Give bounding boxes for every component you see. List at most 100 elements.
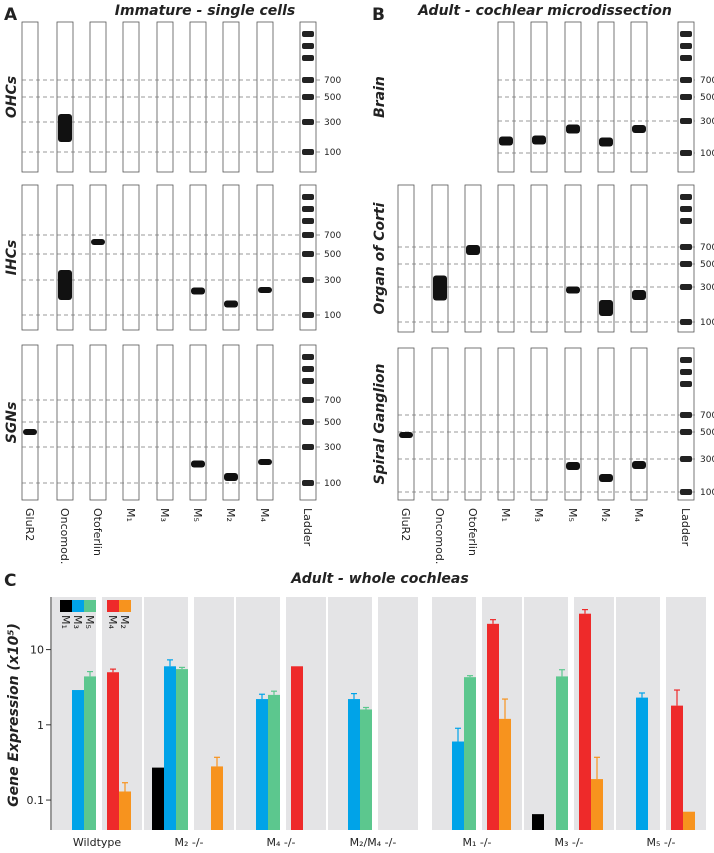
gel-lane	[56, 184, 74, 331]
lane-label: M₄	[258, 508, 271, 522]
bar	[532, 814, 544, 830]
gel-band	[566, 124, 580, 134]
ladder-size-label: 700	[324, 231, 341, 241]
gel-lane	[464, 347, 482, 501]
x-tick-label: M₂/M₄ -/-	[350, 836, 397, 849]
lane-label: M₃	[158, 508, 171, 522]
bar	[211, 766, 223, 830]
ladder-band	[680, 194, 692, 200]
ladder-size-label: 500	[324, 250, 341, 260]
gel-band	[499, 136, 513, 146]
ladder-band	[302, 55, 314, 61]
gel-band	[599, 474, 613, 482]
ladder-band	[302, 378, 314, 384]
gel-lane	[397, 347, 415, 501]
bar	[119, 791, 131, 830]
gel-lane	[222, 184, 240, 331]
gel-band	[599, 300, 613, 316]
bar	[164, 666, 176, 830]
ladder-band	[680, 357, 692, 363]
lane-label: Ladder	[679, 508, 692, 547]
ladder-size-label: 700	[700, 411, 714, 421]
ladder-band	[680, 244, 692, 250]
ladder-band	[302, 31, 314, 37]
gel-band	[191, 287, 205, 295]
gel-lane	[464, 184, 482, 333]
bar	[452, 741, 464, 830]
gel-lane	[397, 184, 415, 333]
gel-lane	[122, 184, 140, 331]
ladder-size-label: 300	[324, 118, 341, 128]
ladder-band	[680, 381, 692, 387]
legend-label: M₁	[59, 615, 72, 629]
gel-band	[224, 473, 238, 481]
bar	[152, 767, 164, 830]
ladder-size-label: 700	[324, 396, 341, 406]
legend-label: M₅	[83, 615, 96, 629]
ladder-band	[302, 366, 314, 372]
gel-band	[632, 125, 646, 133]
gel-band	[466, 245, 480, 255]
row-label: Brain	[372, 76, 388, 118]
ladder-band	[302, 206, 314, 212]
legend-label: M₂	[118, 615, 131, 629]
ladder-band	[302, 397, 314, 403]
gel-band	[632, 461, 646, 469]
gel-lane	[431, 347, 449, 501]
lane-label: M₃	[532, 508, 545, 522]
ladder-size-label: 500	[324, 93, 341, 103]
ladder-band	[680, 77, 692, 83]
bar	[591, 779, 603, 830]
gel-band	[433, 275, 447, 301]
x-tick-label: M₂ -/-	[174, 836, 203, 849]
gel-lane	[122, 344, 140, 501]
ladder-band	[680, 261, 692, 267]
ladder-band	[680, 489, 692, 495]
lane-label: Otoferlin	[91, 508, 104, 556]
gel-lane	[156, 344, 174, 501]
lane-label: Oncomod.	[58, 508, 71, 564]
ladder-band	[680, 43, 692, 49]
ladder-band	[302, 43, 314, 49]
ladder-size-label: 700	[700, 76, 714, 86]
legend-swatch	[72, 600, 84, 612]
bar	[636, 697, 648, 830]
row-label: Spiral Ganglion	[372, 363, 388, 484]
legend-swatch	[107, 600, 119, 612]
gel-lane	[564, 347, 582, 501]
bar	[268, 694, 280, 830]
ladder-band	[302, 419, 314, 425]
row-label: Organ of Corti	[372, 202, 388, 314]
ladder-band	[302, 312, 314, 318]
gel-band	[23, 429, 37, 435]
panel-letter: A	[4, 5, 18, 25]
ladder-band	[680, 55, 692, 61]
gel-lane	[189, 184, 207, 331]
lane-label: M₂	[224, 508, 237, 522]
gel-band	[258, 287, 272, 293]
x-tick-label: Wildtype	[73, 836, 122, 849]
gel-lane	[21, 184, 39, 331]
ladder-size-label: 300	[324, 443, 341, 453]
ladder-band	[302, 354, 314, 360]
panel-letter: B	[372, 5, 385, 25]
lane-label: M₄	[632, 508, 645, 522]
gel-lane	[431, 184, 449, 333]
gel-lane	[530, 347, 548, 501]
legend-swatch	[84, 600, 96, 612]
ladder-band	[680, 319, 692, 325]
bar	[556, 676, 568, 830]
gel-lane	[21, 344, 39, 501]
gel-band	[566, 462, 580, 470]
chart-title: Adult - whole cochleas	[290, 571, 468, 587]
ladder-size-label: 300	[324, 276, 341, 286]
ladder-band	[680, 206, 692, 212]
bar	[464, 677, 476, 830]
ladder-size-label: 100	[700, 488, 714, 498]
ladder-size-label: 300	[700, 455, 714, 465]
gel-lane	[630, 184, 648, 333]
x-tick-label: M₄ -/-	[266, 836, 295, 849]
ladder-size-label: 100	[324, 148, 341, 158]
lane-label: Otoferlin	[466, 508, 479, 556]
